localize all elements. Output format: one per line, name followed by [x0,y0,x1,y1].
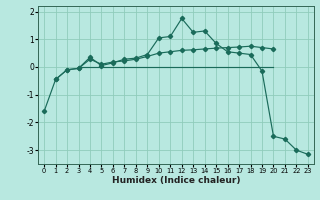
X-axis label: Humidex (Indice chaleur): Humidex (Indice chaleur) [112,176,240,185]
